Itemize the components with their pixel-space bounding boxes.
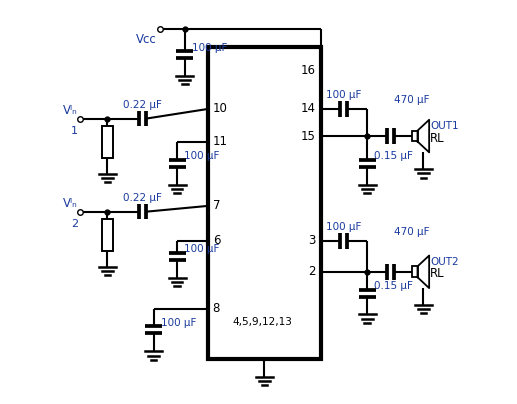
Bar bbox=[412, 130, 418, 141]
Text: Vᴵₙ: Vᴵₙ bbox=[64, 104, 78, 117]
Text: 16: 16 bbox=[301, 64, 316, 77]
Text: RL: RL bbox=[430, 267, 445, 280]
Text: 11: 11 bbox=[212, 135, 227, 148]
Text: 100 μF: 100 μF bbox=[184, 151, 219, 161]
Text: 470 μF: 470 μF bbox=[394, 95, 430, 105]
Bar bbox=[102, 219, 113, 251]
Text: 10: 10 bbox=[212, 103, 227, 116]
Text: 2: 2 bbox=[71, 219, 78, 229]
Text: 2: 2 bbox=[309, 265, 316, 278]
Text: OUT1: OUT1 bbox=[430, 121, 459, 131]
Text: 470 μF: 470 μF bbox=[394, 227, 430, 237]
Text: 7: 7 bbox=[212, 200, 220, 213]
Text: 100 μF: 100 μF bbox=[161, 318, 196, 328]
Bar bbox=[102, 126, 113, 158]
Text: 8: 8 bbox=[212, 302, 220, 315]
Text: 0.22 μF: 0.22 μF bbox=[123, 100, 162, 110]
Text: 100 μF: 100 μF bbox=[192, 43, 227, 53]
Text: 100 μF: 100 μF bbox=[326, 90, 361, 100]
Text: 3: 3 bbox=[309, 234, 316, 247]
Bar bbox=[208, 47, 321, 359]
Text: 0.22 μF: 0.22 μF bbox=[123, 193, 162, 203]
Text: 6: 6 bbox=[212, 234, 220, 247]
Text: 15: 15 bbox=[301, 130, 316, 143]
Bar bbox=[412, 266, 418, 277]
Text: 14: 14 bbox=[301, 103, 316, 116]
Text: 100 μF: 100 μF bbox=[326, 222, 361, 232]
Text: Vᴵₙ: Vᴵₙ bbox=[64, 197, 78, 210]
Text: 1: 1 bbox=[71, 126, 78, 136]
Text: 4,5,9,12,13: 4,5,9,12,13 bbox=[233, 317, 292, 327]
Text: 0.15 μF: 0.15 μF bbox=[374, 281, 413, 291]
Text: RL: RL bbox=[430, 132, 445, 145]
Text: 100 μF: 100 μF bbox=[184, 244, 219, 254]
Text: Vcc: Vcc bbox=[136, 33, 157, 46]
Text: OUT2: OUT2 bbox=[430, 257, 459, 267]
Text: 0.15 μF: 0.15 μF bbox=[374, 151, 413, 161]
